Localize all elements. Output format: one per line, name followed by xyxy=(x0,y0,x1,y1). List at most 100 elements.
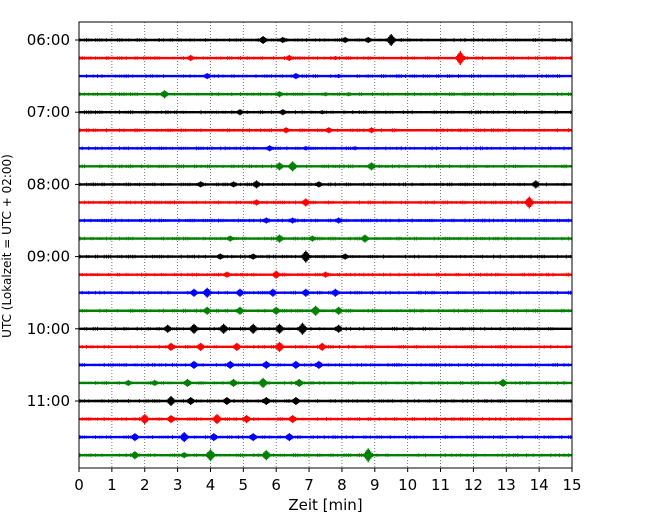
seismic-event xyxy=(261,450,271,461)
trace-noise xyxy=(79,164,572,169)
seismic-event xyxy=(222,271,232,278)
seismic-event xyxy=(360,234,370,243)
seismic-event xyxy=(163,324,173,333)
trace-0715 xyxy=(79,127,572,134)
seismic-event xyxy=(363,37,373,43)
seismic-event xyxy=(334,306,344,315)
seismic-event xyxy=(498,378,508,387)
x-tick-label: 8 xyxy=(337,476,347,494)
seismic-event xyxy=(219,323,229,334)
seismic-event xyxy=(334,217,344,224)
x-tick-label: 15 xyxy=(562,476,581,494)
seismic-event xyxy=(455,51,465,65)
seismic-event xyxy=(278,109,288,116)
seismic-event xyxy=(189,288,199,297)
seismic-event xyxy=(301,146,311,151)
seismic-event xyxy=(317,110,327,115)
trace-0945 xyxy=(79,305,572,316)
seismic-event xyxy=(179,452,189,459)
trace-0845 xyxy=(79,234,572,243)
seismic-event xyxy=(251,199,262,206)
seismic-event xyxy=(278,37,288,43)
trace-noise xyxy=(79,254,572,259)
seismic-event xyxy=(235,109,245,116)
seismic-event xyxy=(274,323,285,334)
seismic-event xyxy=(288,161,298,172)
seismic-event xyxy=(334,74,344,79)
seismic-event xyxy=(271,270,281,279)
seismic-event xyxy=(274,162,285,171)
x-tick-label: 12 xyxy=(464,476,483,494)
x-tick-label: 1 xyxy=(107,476,117,494)
trace-0815 xyxy=(79,196,572,209)
trace-0830 xyxy=(79,217,572,224)
trace-1030 xyxy=(79,360,572,369)
y-tick-label: 10:00 xyxy=(27,320,70,338)
seismic-event xyxy=(340,37,350,43)
seismic-event xyxy=(311,305,321,316)
seismic-event xyxy=(258,36,268,44)
trace-1130 xyxy=(79,432,572,443)
x-tick-label: 10 xyxy=(398,476,417,494)
trace-noise xyxy=(79,236,572,241)
seismic-event xyxy=(366,127,377,134)
seismic-event xyxy=(228,378,239,387)
trace-0615 xyxy=(79,51,572,65)
seismic-event xyxy=(215,253,225,260)
x-tick-label: 5 xyxy=(239,476,249,494)
seismic-event xyxy=(159,90,170,99)
seismic-event xyxy=(261,217,271,224)
seismic-event xyxy=(320,271,331,278)
seismic-event xyxy=(202,287,212,298)
seismic-event xyxy=(291,360,301,369)
trace-layer xyxy=(79,34,572,463)
trace-0645 xyxy=(79,90,572,99)
seismic-event xyxy=(314,181,324,188)
seismic-event xyxy=(196,342,206,351)
seismic-event xyxy=(330,56,340,60)
seismic-event xyxy=(363,448,373,463)
seismic-event xyxy=(166,396,176,406)
seismic-event xyxy=(186,397,196,405)
seismic-event xyxy=(140,414,150,425)
seismic-event xyxy=(294,378,304,387)
seismic-event xyxy=(531,180,541,189)
seismic-event xyxy=(284,55,294,61)
x-tick-label: 11 xyxy=(431,476,450,494)
x-tick-label: 2 xyxy=(140,476,150,494)
seismic-event xyxy=(179,432,189,443)
y-tick-label: 07:00 xyxy=(27,103,70,121)
seismic-event xyxy=(235,288,245,297)
seismic-event xyxy=(202,306,212,315)
x-tick-label: 6 xyxy=(271,476,281,494)
trace-0930 xyxy=(79,287,572,298)
seismic-event xyxy=(258,377,268,388)
seismic-event xyxy=(130,451,140,460)
seismic-event xyxy=(268,288,278,297)
trace-0600 xyxy=(79,34,572,46)
seismic-event xyxy=(320,92,331,97)
seismic-event xyxy=(261,397,271,405)
trace-1100 xyxy=(79,396,572,406)
trace-noise xyxy=(79,38,572,42)
x-tick-label: 4 xyxy=(206,476,216,494)
x-tick-label: 7 xyxy=(304,476,314,494)
seismic-event xyxy=(301,250,311,263)
seismic-event xyxy=(330,288,340,297)
seismic-event xyxy=(291,73,301,80)
seismic-event xyxy=(271,306,281,315)
seismic-event xyxy=(232,342,242,351)
seismic-event xyxy=(225,235,235,242)
seismic-event xyxy=(324,127,334,134)
seismic-event xyxy=(317,342,327,351)
seismic-event xyxy=(222,397,232,405)
x-tick-label: 3 xyxy=(173,476,183,494)
seismic-event xyxy=(235,306,245,315)
seismic-event xyxy=(248,253,258,260)
seismic-event xyxy=(130,433,140,442)
seismic-event xyxy=(196,181,206,188)
seismic-event xyxy=(350,146,360,151)
seismic-event xyxy=(366,162,377,171)
seismic-event xyxy=(274,234,285,243)
seismic-event xyxy=(202,73,212,80)
